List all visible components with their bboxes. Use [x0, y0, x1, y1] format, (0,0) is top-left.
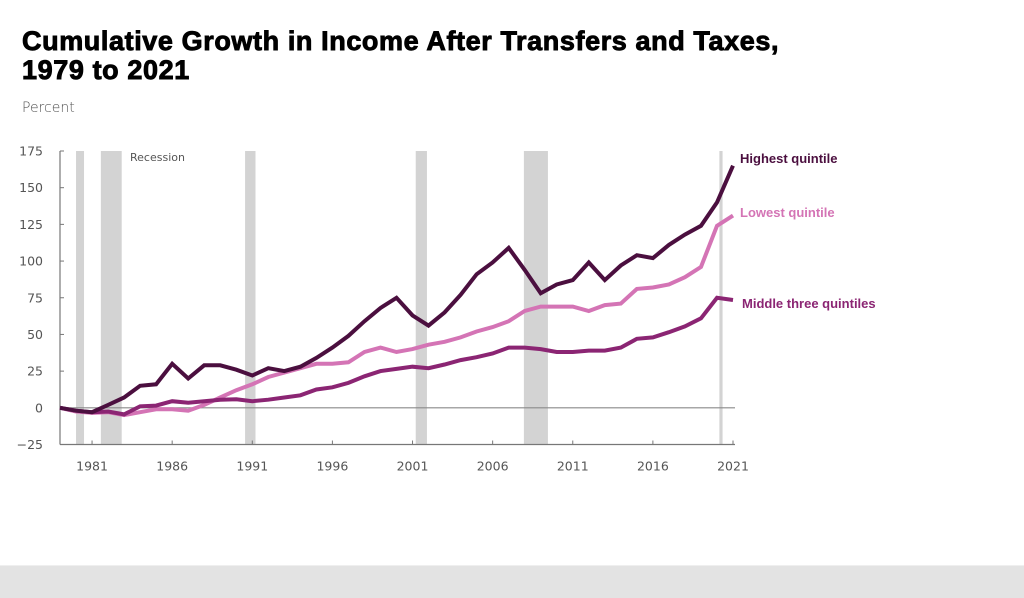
- recession-band: [100, 151, 122, 445]
- series-line-highest-quintile: [59, 164, 735, 415]
- legend-label-highest-quintile: Highest quintile: [740, 151, 838, 166]
- x-tick-label: 2021: [717, 459, 749, 474]
- y-tick-label: 50: [27, 327, 43, 342]
- recession-band: [415, 151, 427, 445]
- chart-title-line-2: 1979 to 2021: [22, 55, 190, 85]
- x-tick-label: 2001: [397, 459, 429, 474]
- recession-band: [76, 151, 85, 445]
- x-tick-label: 2006: [477, 459, 509, 474]
- x-tick-label: 2016: [637, 459, 669, 474]
- recession-band: [523, 151, 548, 445]
- legend-label-lowest-quintile: Lowest quintile: [740, 205, 835, 220]
- chart-title: Cumulative Growth in Income After Transf…: [22, 26, 780, 85]
- y-tick-label: 125: [19, 217, 43, 232]
- recession-label: Recession: [130, 151, 185, 164]
- y-tick-label: 25: [27, 364, 43, 379]
- y-tick-label: 75: [27, 290, 43, 305]
- x-tick-label: 1986: [156, 459, 188, 474]
- y-tick-label: 175: [19, 144, 43, 159]
- x-tick-label: 1981: [76, 459, 108, 474]
- x-tick-label: 1996: [316, 459, 348, 474]
- chart-title-line-1: Cumulative Growth in Income After Transf…: [22, 26, 780, 56]
- series-line-lowest-quintile: [59, 213, 735, 418]
- y-tick-label: −25: [17, 437, 43, 452]
- bottom-scroll-area: [0, 565, 1024, 598]
- x-tick-label: 2011: [557, 459, 589, 474]
- labels: Highest quintile Lowest quintile Middle th…: [740, 151, 876, 311]
- series-line-middle-three-quintiles: [59, 295, 734, 417]
- y-tick-label: 100: [19, 254, 43, 269]
- recession-band: [245, 151, 256, 445]
- y-tick-label: 150: [19, 180, 43, 195]
- x-tick-label: 1991: [236, 459, 268, 474]
- legend-label-middle-three-quintiles: Middle three quintiles: [742, 296, 876, 311]
- series-lines: [59, 164, 735, 418]
- y-axis-unit-label: Percent: [22, 100, 75, 116]
- y-tick-label: 0: [35, 400, 43, 415]
